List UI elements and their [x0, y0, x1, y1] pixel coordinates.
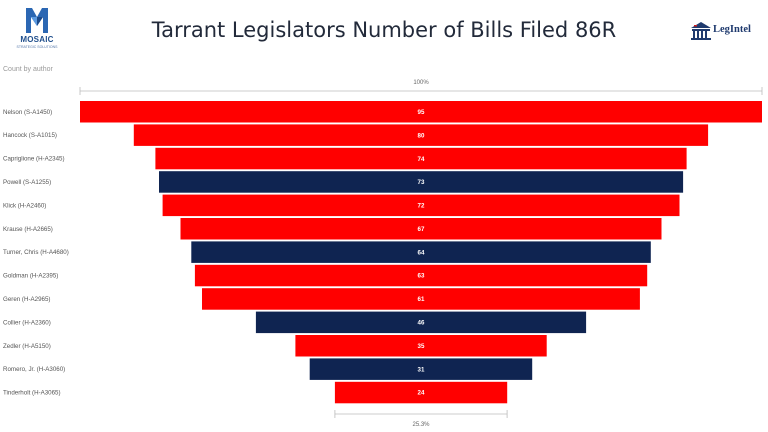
data-label: 31	[418, 366, 425, 373]
funnel-bar[interactable]	[133, 124, 709, 146]
funnel-bar[interactable]	[309, 358, 533, 380]
funnel-bars: Nelson (S-A1450) 95 Hancock (S-A1015) 80 Cap…	[3, 101, 762, 404]
data-label: 35	[418, 343, 425, 350]
category-label: Powell (S-A1255)	[3, 179, 51, 186]
funnel-row: Powell (S-A1255) 73	[3, 171, 684, 193]
legintel-logo: LegIntel	[690, 20, 762, 44]
funnel-bar[interactable]	[295, 335, 547, 357]
mosaic-logo: MOSAIC STRATEGIC SOLUTIONS	[14, 5, 60, 51]
funnel-bar[interactable]	[162, 194, 680, 217]
funnel-row: Zedler (H-A5150) 35	[3, 335, 547, 357]
funnel-bar[interactable]	[334, 381, 508, 404]
top-reference-line: 100%	[79, 80, 763, 95]
mosaic-m-icon	[26, 8, 48, 33]
funnel-row: Romero, Jr. (H-A3060) 31	[3, 358, 533, 380]
data-label: 73	[418, 179, 425, 186]
data-label: 74	[418, 156, 425, 163]
category-label: Tinderholt (H-A3065)	[3, 390, 61, 397]
funnel-row: Collier (H-A2360) 46	[3, 311, 587, 334]
category-label: Romero, Jr. (H-A3060)	[3, 366, 65, 373]
data-label: 64	[418, 249, 425, 256]
funnel-row: Nelson (S-A1450) 95	[3, 101, 762, 123]
data-label: 46	[418, 320, 425, 327]
bottom-reference-line: 25.3%	[334, 410, 508, 428]
category-label: Goldman (H-A2395)	[3, 273, 58, 280]
funnel-bar[interactable]	[255, 311, 587, 334]
page-title: Tarrant Legislators Number of Bills File…	[151, 18, 617, 42]
category-label: Geren (H-A2965)	[3, 296, 50, 303]
funnel-bar[interactable]	[80, 101, 762, 123]
data-label: 63	[418, 273, 425, 280]
funnel-row: Goldman (H-A2395) 63	[3, 264, 648, 287]
funnel-row: Klick (H-A2460) 72	[3, 194, 680, 217]
data-label: 61	[418, 296, 425, 303]
category-label: Capriglione (H-A2345)	[3, 156, 65, 163]
funnel-bar[interactable]	[202, 288, 640, 310]
funnel-row: Geren (H-A2965) 61	[3, 288, 640, 310]
category-label: Nelson (S-A1450)	[3, 109, 52, 116]
mosaic-logo-name: MOSAIC	[20, 35, 54, 44]
category-label: Klick (H-A2460)	[3, 202, 46, 209]
category-label: Zedler (H-A5150)	[3, 343, 51, 350]
data-label: 72	[418, 203, 425, 210]
bottom-percent-label: 25.3%	[412, 422, 430, 428]
funnel-row: Tinderholt (H-A3065) 24	[3, 381, 508, 404]
data-label: 95	[418, 109, 425, 116]
category-label: Krause (H-A2665)	[3, 226, 53, 233]
funnel-bar[interactable]	[180, 218, 662, 240]
category-label: Turner, Chris (H-A4680)	[3, 249, 69, 256]
category-label: Hancock (S-A1015)	[3, 132, 57, 139]
chart-subtitle: Count by author	[3, 66, 53, 73]
funnel-row: Hancock (S-A1015) 80	[3, 124, 709, 146]
funnel-bar[interactable]	[155, 147, 687, 170]
category-label: Collier (H-A2360)	[3, 319, 51, 326]
data-label: 24	[418, 390, 425, 397]
funnel-row: Turner, Chris (H-A4680) 64	[3, 241, 651, 263]
funnel-bar[interactable]	[194, 264, 648, 287]
funnel-bar[interactable]	[159, 171, 684, 193]
mosaic-logo-tagline: STRATEGIC SOLUTIONS	[16, 45, 58, 49]
top-percent-label: 100%	[413, 80, 429, 86]
legintel-logo-name: LegIntel	[713, 24, 751, 35]
funnel-row: Capriglione (H-A2345) 74	[3, 147, 687, 170]
data-label: 67	[418, 226, 425, 233]
data-label: 80	[418, 132, 425, 139]
capitol-building-icon	[691, 22, 711, 40]
funnel-row: Krause (H-A2665) 67	[3, 218, 662, 240]
funnel-bar[interactable]	[191, 241, 651, 263]
